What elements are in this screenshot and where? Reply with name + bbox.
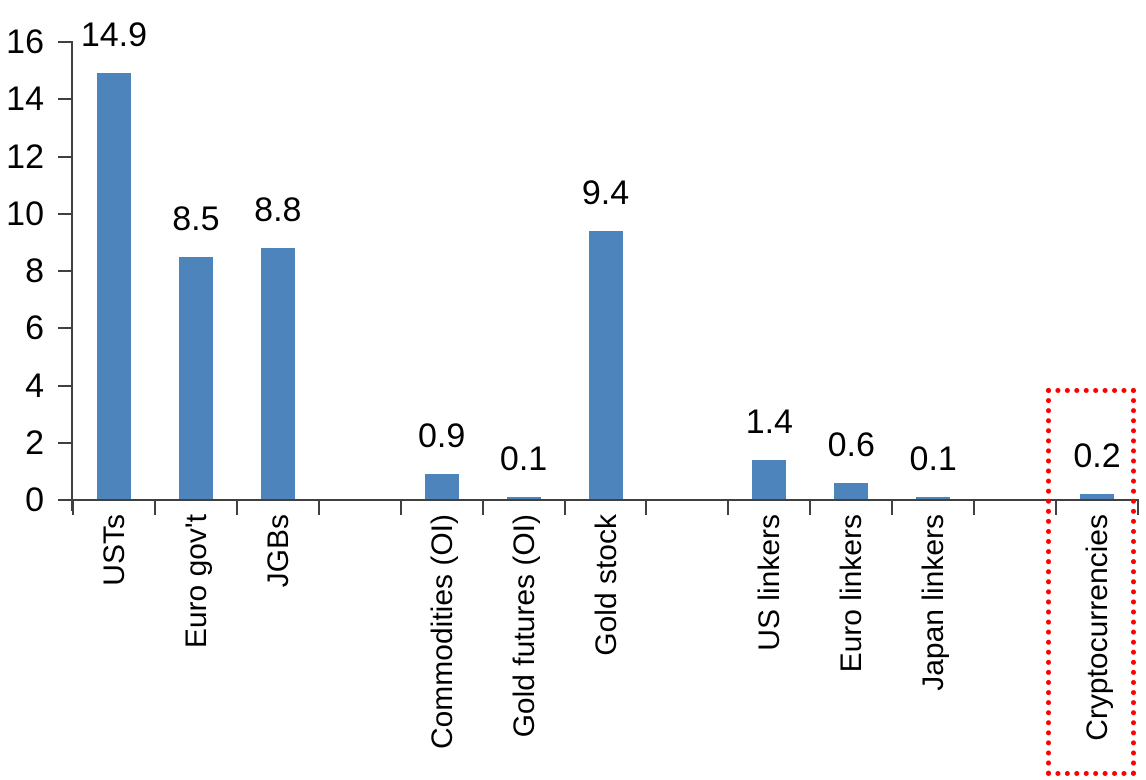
y-axis-tick xyxy=(58,441,72,444)
y-axis-tick-label: 12 xyxy=(6,137,44,176)
y-axis-tick xyxy=(58,155,72,158)
y-axis-tick-label: 2 xyxy=(25,423,44,462)
bar-japan-linkers xyxy=(916,497,951,499)
category-label: US linkers xyxy=(753,514,787,651)
bar-value-label: 9.4 xyxy=(581,173,630,212)
bar-value-label: 14.9 xyxy=(80,16,148,55)
x-axis-tick xyxy=(645,500,648,515)
category-label: Japan linkers xyxy=(917,514,951,691)
category-label: JGBs xyxy=(261,514,295,588)
y-axis-tick xyxy=(58,499,72,501)
x-axis-tick xyxy=(973,500,976,515)
bar-value-label: 0.1 xyxy=(909,440,957,479)
bar-commodities-oi xyxy=(424,474,459,499)
bar-cryptocurrencies xyxy=(1080,494,1115,499)
category-label: Gold futures (OI) xyxy=(507,514,541,738)
y-axis-tick-label: 14 xyxy=(6,80,44,119)
category-label: Euro linkers xyxy=(835,514,869,673)
bar-us-linkers xyxy=(752,459,787,499)
category-label: Gold stock xyxy=(589,514,623,656)
x-axis-tick xyxy=(153,500,156,515)
category-label: Euro gov't xyxy=(179,514,213,649)
bar-value-label: 0.9 xyxy=(418,417,466,456)
y-axis-tick-label: 6 xyxy=(25,309,44,348)
bar-value-label: 8.8 xyxy=(254,191,302,230)
bar-value-label: 0.2 xyxy=(1073,437,1121,476)
x-axis-tick xyxy=(72,500,74,515)
category-label: Commodities (OI) xyxy=(425,514,459,750)
bar-value-label: 0.1 xyxy=(499,440,548,479)
bar-jgbs xyxy=(260,248,295,499)
x-axis-tick xyxy=(1055,500,1058,515)
bar-usts xyxy=(96,73,131,499)
y-axis-tick-label: 0 xyxy=(25,481,44,519)
bar-value-label: 1.4 xyxy=(745,402,793,441)
x-axis-tick xyxy=(891,500,894,515)
x-axis-tick xyxy=(235,500,238,515)
y-axis-tick-label: 8 xyxy=(25,252,44,290)
bar-euro-linkers xyxy=(834,482,869,499)
y-axis-tick xyxy=(58,327,72,330)
category-label: USTs xyxy=(97,514,131,586)
bar-gold-stock xyxy=(588,230,623,499)
bar-value-label: 0.6 xyxy=(827,425,875,464)
y-axis-tick xyxy=(58,98,72,101)
x-axis-tick xyxy=(399,500,402,515)
x-axis-tick xyxy=(727,500,730,515)
x-axis-tick xyxy=(1137,500,1139,515)
x-axis-tick xyxy=(563,500,566,515)
y-axis-tick-label: 16 xyxy=(6,23,44,61)
y-axis-tick-label: 4 xyxy=(25,366,44,405)
x-axis-tick xyxy=(317,500,320,515)
x-axis-tick xyxy=(481,500,484,515)
category-label: Cryptocurrencies xyxy=(1081,514,1115,741)
y-axis-tick xyxy=(58,270,72,272)
bar-euro-gov-t xyxy=(178,256,213,499)
y-axis-line xyxy=(71,41,73,511)
bar-gold-futures-oi xyxy=(506,497,541,499)
y-axis-tick xyxy=(58,41,72,43)
x-axis-line xyxy=(71,499,1139,501)
y-axis-tick xyxy=(58,212,72,215)
bar-value-label: 8.5 xyxy=(172,199,220,238)
x-axis-tick xyxy=(809,500,812,515)
y-axis-tick-label: 10 xyxy=(6,194,44,233)
y-axis-tick xyxy=(58,384,72,387)
